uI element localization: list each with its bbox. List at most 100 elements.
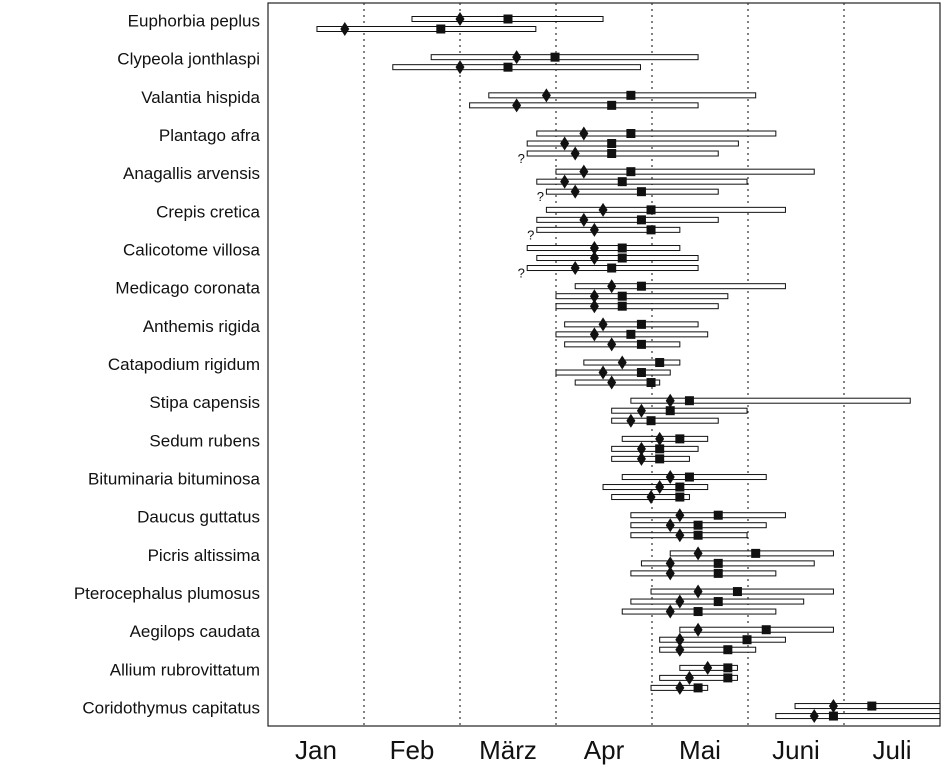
diamond-marker [665,518,675,533]
square-marker [646,225,656,235]
square-marker [607,100,617,110]
square-marker [713,597,723,607]
diamond-marker [693,546,703,561]
diamond-marker [646,490,656,505]
diamond-marker [703,660,713,675]
range-bar [392,64,641,71]
range-bar [611,417,719,424]
square-marker [626,90,636,100]
diamond-marker [570,146,580,161]
square-marker [675,482,685,492]
range-bar [630,570,777,577]
square-marker [636,281,646,291]
diamond-marker [455,60,465,75]
range-bar [555,369,671,376]
diamond-marker [589,289,599,304]
species-label: Crepis cretica [156,202,260,221]
diamond-marker [675,594,685,609]
species-label: Clypeola jonthlaspi [117,50,260,69]
diamond-marker [655,480,665,495]
square-marker [713,558,723,568]
square-marker [723,645,733,655]
diamond-marker [598,317,608,332]
range-bar [536,178,748,185]
species-label: Allium rubrovittatum [110,660,260,679]
species-label: Daucus guttatus [137,508,260,527]
square-marker [607,149,617,159]
square-marker [607,139,617,149]
square-marker [693,530,703,540]
range-bar [526,245,681,252]
square-marker [732,587,742,597]
square-marker [503,62,513,72]
species-label: Pterocephalus plumosus [74,584,260,603]
square-marker [723,673,733,683]
square-marker [617,243,627,253]
square-marker [503,14,513,24]
diamond-marker [589,222,599,237]
range-bar [555,293,729,300]
square-marker [742,635,752,645]
square-marker [655,454,665,464]
square-marker [675,434,685,444]
species-label: Catapodium rigidum [108,355,260,374]
range-bar [630,532,748,539]
species-label: Calicotome villosa [123,241,261,260]
diamond-marker [512,50,522,65]
range-bar [564,341,681,348]
square-marker [617,253,627,263]
diamond-marker [636,451,646,466]
square-marker [751,548,761,558]
species-label: Euphorbia peplus [128,11,260,30]
diamond-marker [560,174,570,189]
square-marker [867,701,877,711]
range-bar [564,321,699,328]
range-bar [611,445,699,452]
species-label: Valantia hispida [141,88,260,107]
x-tick-label: Apr [584,735,625,765]
square-marker [636,319,646,329]
range-bar [659,674,738,681]
range-bar [621,474,767,481]
x-tick-label: Feb [390,735,435,765]
diamond-marker [617,355,627,370]
note: ? [518,151,525,166]
range-bar [555,168,815,175]
diamond-marker [809,709,819,724]
square-marker [626,329,636,339]
square-marker [646,378,656,388]
diamond-marker [455,12,465,26]
diamond-marker [579,126,589,141]
diamond-marker [607,279,617,294]
square-marker [655,444,665,454]
range-bar [659,646,757,653]
square-marker [761,625,771,635]
diamond-marker [665,556,675,571]
diamond-marker [828,699,838,714]
diamond-marker [598,202,608,217]
square-marker [617,291,627,301]
square-marker [713,568,723,578]
square-marker [684,396,694,406]
x-tick-label: Juni [772,735,820,765]
species-label: Aegilops caudata [130,622,261,641]
diamond-marker [684,670,694,685]
diamond-marker [636,403,646,418]
range-bar [526,150,719,157]
range-bar [630,512,786,519]
range-bar [630,397,911,404]
diamond-marker [607,375,617,390]
square-marker [626,129,636,139]
square-marker [607,263,617,273]
x-tick-label: Jan [295,735,337,765]
range-bar [469,102,699,109]
diamond-marker [512,98,522,113]
square-marker [550,52,560,62]
diamond-marker [626,413,636,428]
square-marker [693,683,703,693]
species-label: Coridothymus capitatus [82,699,260,718]
species-label: Bituminaria bituminosa [88,470,261,489]
diamond-marker [340,22,350,36]
square-marker [655,358,665,368]
diamond-marker [589,251,599,266]
